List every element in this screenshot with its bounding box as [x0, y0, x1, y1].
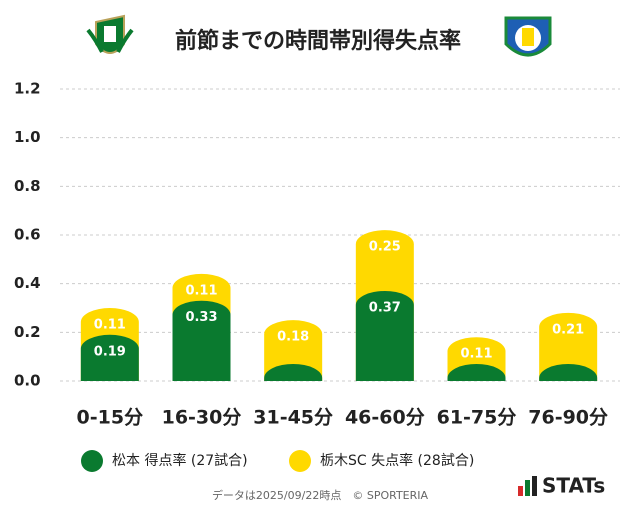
chart-title: 前節までの時間帯別得失点率 — [175, 28, 461, 54]
value-label: 0.19 — [94, 344, 126, 359]
x-tick-label: 0-15分 — [77, 407, 144, 429]
x-tick-label: 31-45分 — [253, 407, 333, 429]
value-label: 0.37 — [369, 300, 401, 315]
brand-logo — [518, 476, 537, 496]
bar-segment — [539, 363, 598, 381]
x-tick-label: 61-75分 — [437, 407, 517, 429]
legend-label: 栃木SC 失点率 (28試合) — [320, 452, 474, 469]
legend-label: 松本 得点率 (27試合) — [112, 452, 248, 469]
value-label: 0.11 — [460, 347, 492, 362]
y-tick-label: 0.2 — [14, 323, 41, 341]
team-emblem-right — [504, 16, 552, 57]
y-tick-label: 0.6 — [14, 226, 41, 244]
bar-segment — [264, 363, 323, 381]
x-tick-label: 16-30分 — [162, 407, 242, 429]
value-label: 0.11 — [185, 283, 217, 298]
bar-segment — [172, 300, 231, 381]
bar-segment — [355, 290, 414, 381]
legend-marker — [81, 450, 103, 472]
brand-name: STATs — [542, 474, 605, 498]
x-tick-label: 46-60分 — [345, 407, 425, 429]
y-tick-label: 0.8 — [14, 177, 41, 195]
bar-segment — [264, 320, 323, 381]
bar-segment — [447, 363, 506, 381]
value-label: 0.25 — [369, 240, 401, 255]
bar-segment — [80, 334, 139, 381]
value-label: 0.18 — [277, 330, 309, 345]
legend-marker — [289, 450, 311, 472]
y-tick-label: 0.0 — [14, 372, 41, 390]
team-emblem-left — [86, 14, 134, 54]
value-label: 0.21 — [552, 322, 584, 337]
bar-segment — [539, 312, 598, 381]
x-tick-label: 76-90分 — [528, 407, 608, 429]
y-tick-label: 1.0 — [14, 128, 41, 146]
value-label: 0.11 — [94, 318, 126, 333]
footer-note: データは2025/09/22時点 © SPORTERIA — [212, 488, 429, 502]
value-label: 0.33 — [185, 310, 217, 325]
y-tick-label: 1.2 — [14, 80, 41, 98]
y-tick-label: 0.4 — [14, 274, 41, 292]
